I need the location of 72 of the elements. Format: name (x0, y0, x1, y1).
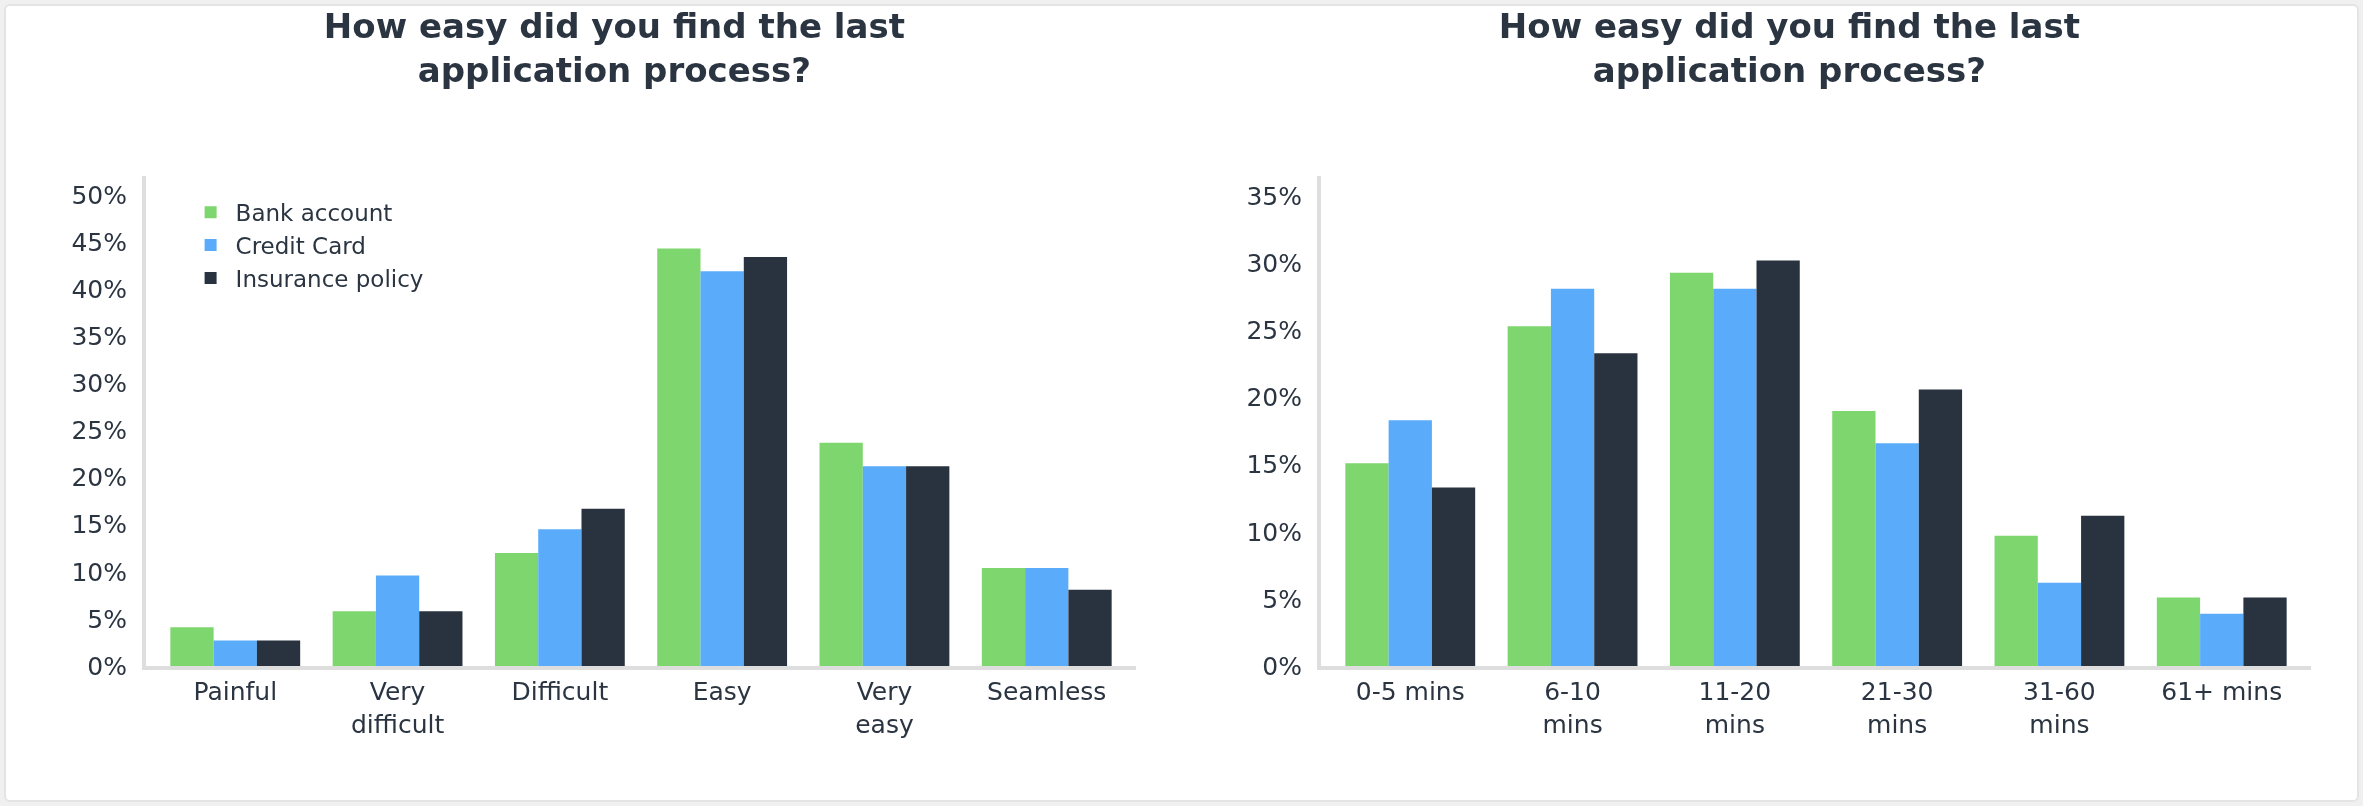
x-tick-label: Difficult (511, 677, 609, 706)
bar (743, 257, 788, 666)
bar (494, 552, 539, 666)
chart-title: How easy did you find the last application process? (323, 5, 905, 90)
x-tick-label: 11-20 mins (1698, 677, 1772, 739)
bar (1345, 463, 1389, 666)
bar (1507, 326, 1551, 666)
bar (1918, 389, 1963, 666)
bar (1550, 288, 1595, 666)
legend-label: Insurance policy (235, 265, 424, 292)
y-tick-label: 20% (1246, 383, 1302, 413)
bar (1025, 568, 1069, 666)
bar (1756, 260, 1800, 666)
bar (700, 271, 744, 666)
y-tick-label: 50% (71, 180, 127, 210)
bar (1832, 410, 1876, 666)
x-tick-label: Seamless (987, 677, 1107, 706)
y-tick-label: 20% (71, 463, 127, 493)
bar (1594, 353, 1638, 666)
bar (981, 568, 1026, 666)
bar (375, 575, 420, 666)
x-tick-label: Easy (692, 677, 752, 706)
bar (332, 611, 376, 666)
y-tick-label: 45% (71, 227, 127, 257)
bar (1431, 487, 1476, 666)
y-tick-label: 30% (71, 369, 127, 399)
y-tick-label: 15% (71, 510, 127, 540)
bar (1068, 589, 1112, 666)
bar (1669, 272, 1714, 666)
bar (2243, 597, 2287, 666)
bar (1994, 535, 2038, 666)
bar (538, 529, 582, 666)
bar (419, 611, 463, 666)
bar (2037, 582, 2082, 666)
bar (2081, 515, 2125, 666)
bar (213, 640, 257, 666)
bar (1388, 420, 1432, 666)
x-tick-label: 31-60 mins (2023, 677, 2096, 739)
bar (1713, 288, 1757, 666)
y-tick-label: 40% (71, 274, 127, 304)
bar (256, 640, 301, 666)
bar (2200, 613, 2244, 666)
y-tick-label: 5% (87, 604, 127, 634)
x-tick-label: 61+ mins (2161, 677, 2283, 706)
bar (819, 442, 863, 666)
bar (657, 248, 701, 666)
x-tick-label: 0-5 mins (1355, 677, 1465, 706)
bar (1875, 443, 1919, 666)
y-tick-label: 25% (71, 416, 127, 446)
bar (170, 627, 214, 666)
legend-label: Bank account (235, 200, 393, 227)
x-tick-label: Painful (193, 677, 278, 706)
y-tick-label: 30% (1246, 249, 1302, 279)
bar (2156, 597, 2201, 666)
bar (862, 466, 907, 666)
x-tick-label: 21-30 mins (1860, 677, 1934, 739)
x-tick-label: Very easy (855, 677, 914, 739)
y-tick-label: 0% (87, 651, 127, 681)
y-tick-label: 10% (71, 557, 127, 587)
y-tick-label: 15% (1246, 450, 1302, 480)
bar (581, 508, 625, 666)
y-tick-label: 0% (1262, 651, 1302, 681)
y-tick-label: 35% (1246, 181, 1302, 211)
legend-label: Credit Card (235, 233, 366, 260)
bar (906, 466, 950, 666)
x-tick-label: Very difficult (350, 677, 445, 739)
y-tick-label: 35% (71, 321, 127, 351)
y-tick-label: 25% (1246, 316, 1302, 346)
y-tick-label: 10% (1246, 517, 1302, 547)
chart-title: How easy did you find the last application process? (1498, 5, 2080, 90)
y-tick-label: 5% (1262, 584, 1302, 614)
x-tick-label: 6-10 mins (1542, 677, 1603, 739)
